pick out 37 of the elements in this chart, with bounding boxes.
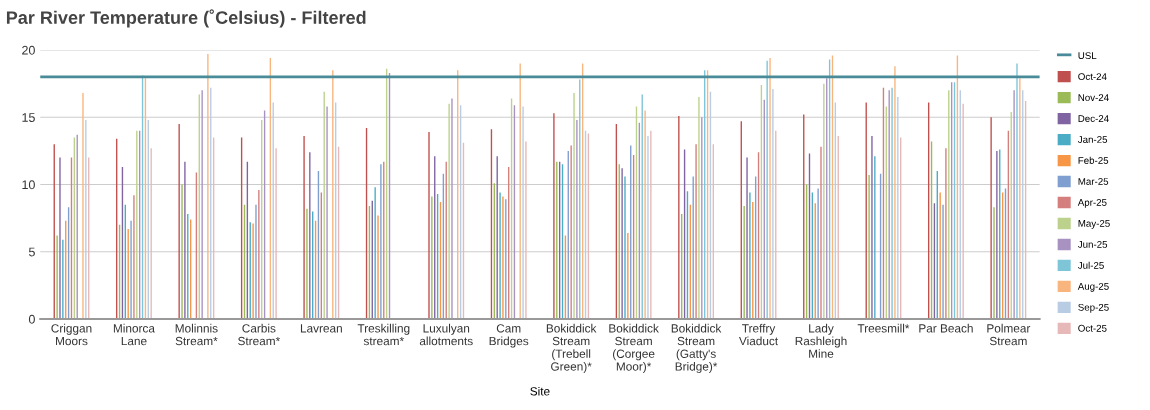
y-tick-label: 15: [22, 113, 35, 122]
legend-label: Aug-25: [1077, 282, 1109, 292]
y-tick-label: 20: [22, 45, 35, 55]
x-tick-label: Treesmill*: [857, 323, 910, 333]
legend-label: Apr-25: [1077, 199, 1107, 208]
legend-label: Jan-25: [1077, 136, 1108, 143]
legend-label: Mar-25: [1078, 178, 1109, 185]
x-tick-label: Criggan Moors: [51, 323, 92, 346]
chart-title: Par River Temperature (˚Celsius) - Filtered: [6, 9, 366, 28]
legend-label: Feb-25: [1078, 156, 1109, 164]
legend-label: Nov-24: [1078, 94, 1109, 102]
legend-label: Oct-25: [1078, 324, 1107, 332]
x-tick-label: Bokiddick Stream (Gatty's Bridge)*: [671, 323, 722, 373]
legend-label: USL: [1078, 52, 1097, 60]
x-tick-label: Lavrean: [300, 324, 342, 333]
x-tick-label: Cam Bridges: [489, 324, 529, 348]
y-tick-label: 10: [22, 180, 35, 190]
x-tick-label: Carbis Stream*: [238, 323, 280, 346]
x-tick-label: Bokiddick Stream (Corgee Moor)*: [609, 323, 659, 373]
x-axis-title: Site: [530, 386, 550, 396]
x-tick-label: Molinnis Stream*: [175, 323, 218, 346]
legend-label: May-25: [1078, 219, 1110, 229]
legend-label: Jul-25: [1077, 261, 1104, 269]
x-tick-label: Lady Rashleigh Mine: [795, 323, 847, 358]
y-tick-label: 5: [28, 247, 35, 257]
x-tick-label: Minorca Lane: [113, 323, 155, 346]
y-tick-label: 0: [28, 314, 35, 324]
x-tick-label: Par Beach: [919, 323, 973, 333]
x-tick-label: Bokiddick Stream (Trebell Green)*: [546, 323, 597, 373]
x-tick-label: Treskilling stream*: [357, 323, 410, 346]
x-tick-label: Polmear Stream: [987, 323, 1031, 346]
legend-label: Jun-25: [1077, 240, 1108, 248]
legend-label: Sep-25: [1078, 303, 1109, 313]
legend-label: Oct-24: [1078, 73, 1107, 81]
x-tick-label: Treffry Viaduct: [739, 323, 779, 346]
x-tick-label: Luxulyan allotments: [419, 323, 473, 346]
legend-label: Dec-24: [1078, 115, 1109, 122]
